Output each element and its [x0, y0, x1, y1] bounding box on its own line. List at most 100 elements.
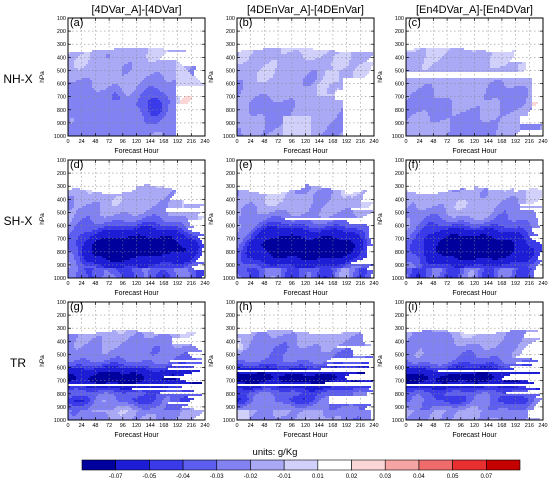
- contour-cell: [408, 228, 416, 230]
- contour-cell: [110, 362, 118, 364]
- contour-cell: [341, 110, 343, 112]
- contour-cell: [239, 344, 243, 346]
- contour-cell: [237, 64, 265, 66]
- contour-cell: [84, 66, 122, 68]
- contour-cell: [68, 220, 72, 222]
- contour-cell: [136, 102, 148, 104]
- contour-cell: [287, 192, 295, 194]
- contour-cell: [124, 92, 132, 94]
- contour-cell: [460, 354, 476, 356]
- x-tick-label: 168: [159, 139, 168, 145]
- contour-cell: [192, 234, 204, 236]
- contour-cell: [432, 206, 444, 208]
- contour-cell: [498, 356, 512, 358]
- y-tick-label: 200: [395, 29, 404, 35]
- contour-cell: [287, 268, 299, 270]
- y-tick-label: 1000: [54, 418, 66, 424]
- contour-cell: [406, 390, 414, 392]
- contour-cell: [518, 64, 526, 66]
- contour-cell: [243, 82, 303, 84]
- contour-cell: [480, 112, 500, 114]
- contour-cell: [448, 362, 458, 364]
- contour-cell: [245, 382, 259, 384]
- contour-cell: [353, 212, 371, 214]
- contour-cell: [239, 230, 251, 232]
- contour-cell: [289, 368, 307, 370]
- contour-cell: [142, 80, 166, 82]
- contour-cell: [359, 270, 367, 272]
- contour-cell: [88, 276, 94, 278]
- contour-cell: [450, 120, 482, 122]
- x-tick-label: 24: [248, 139, 254, 145]
- contour-cell: [237, 74, 257, 76]
- contour-cell: [140, 82, 176, 84]
- contour-cell: [283, 354, 335, 356]
- contour-cell: [160, 120, 176, 122]
- contour-cell: [512, 50, 516, 52]
- x-tick-label: 0: [66, 139, 69, 145]
- contour-cell: [432, 394, 444, 396]
- contour-cell: [100, 238, 174, 240]
- contour-cell: [237, 244, 239, 246]
- contour-cell: [68, 414, 72, 416]
- contour-cell: [299, 270, 319, 272]
- contour-cell: [482, 120, 490, 122]
- contour-cell: [122, 66, 132, 68]
- contour-cell: [528, 398, 534, 400]
- contour-cell: [122, 70, 130, 72]
- contour-cell: [237, 110, 249, 112]
- y-tick-label: 500: [57, 352, 66, 358]
- contour-cell: [100, 202, 112, 204]
- contour-cell: [237, 210, 241, 212]
- contour-cell: [337, 88, 339, 90]
- contour-cell: [486, 362, 494, 364]
- contour-cell: [353, 210, 373, 212]
- contour-cell: [148, 276, 156, 278]
- contour-cell: [518, 190, 526, 192]
- contour-cell: [424, 84, 432, 86]
- contour-cell: [78, 334, 134, 336]
- y-tick-label: 800: [226, 392, 235, 398]
- y-tick-label: 200: [57, 29, 66, 35]
- contour-cell: [353, 72, 369, 74]
- contour-cell: [122, 72, 128, 74]
- contour-cell: [273, 256, 287, 258]
- contour-cell: [281, 270, 287, 272]
- contour-cell: [313, 344, 319, 346]
- contour-cell: [422, 220, 446, 222]
- contour-cell: [524, 236, 530, 238]
- contour-cell: [108, 418, 132, 420]
- contour-cell: [516, 196, 526, 198]
- contour-cell: [470, 216, 488, 218]
- contour-cell: [335, 54, 351, 56]
- contour-cell: [426, 276, 430, 278]
- contour-cell: [315, 398, 321, 400]
- contour-cell: [259, 232, 355, 234]
- contour-cell: [124, 332, 136, 334]
- contour-cell: [80, 220, 92, 222]
- contour-cell: [359, 268, 367, 270]
- y-tick-label: 500: [395, 68, 404, 74]
- contour-cell: [498, 272, 512, 274]
- contour-cell: [104, 360, 126, 362]
- contour-cell: [68, 218, 72, 220]
- contour-cell: [341, 270, 349, 272]
- y-tick-label: 1000: [223, 276, 235, 282]
- contour-cell: [458, 406, 470, 408]
- contour-cell: [237, 258, 241, 260]
- contour-cell: [190, 260, 196, 262]
- contour-cell: [337, 268, 341, 270]
- contour-cell: [317, 366, 331, 368]
- contour-cell: [508, 214, 536, 216]
- contour-cell: [406, 374, 424, 376]
- contour-cell: [333, 272, 335, 274]
- contour-cell: [333, 274, 335, 276]
- contour-cell: [237, 206, 243, 208]
- contour-cell: [70, 52, 84, 54]
- contour-cell: [341, 132, 343, 134]
- contour-cell: [452, 276, 458, 278]
- contour-cell: [146, 236, 160, 238]
- contour-cell: [339, 224, 367, 226]
- contour-cell: [530, 224, 538, 226]
- contour-cell: [406, 358, 456, 360]
